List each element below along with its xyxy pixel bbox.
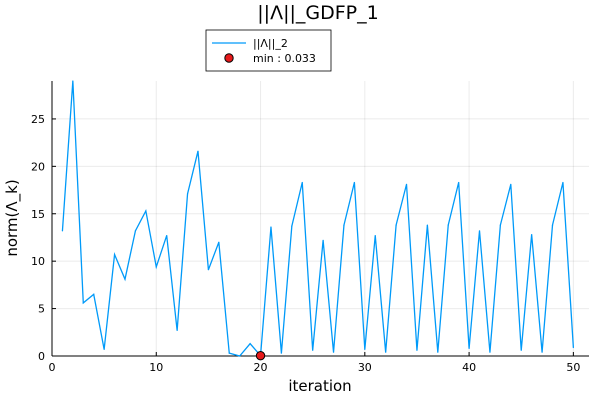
x-tick-label: 40 bbox=[462, 361, 476, 374]
x-tick-label: 20 bbox=[254, 361, 268, 374]
data-point bbox=[395, 224, 397, 226]
min-marker bbox=[255, 350, 266, 361]
y-tick-label: 20 bbox=[31, 160, 45, 173]
data-point bbox=[197, 150, 199, 152]
data-point bbox=[239, 355, 241, 357]
data-point bbox=[72, 80, 74, 82]
series-line-norm bbox=[61, 80, 575, 358]
data-point bbox=[405, 183, 408, 185]
data-point bbox=[270, 226, 272, 228]
data-point bbox=[541, 351, 543, 353]
data-point bbox=[551, 224, 554, 226]
data-point bbox=[312, 349, 314, 351]
data-point bbox=[155, 266, 157, 268]
legend-entry-series: ||Λ||_2 bbox=[253, 37, 288, 50]
y-tick-label: 15 bbox=[31, 208, 45, 221]
data-point bbox=[447, 224, 449, 226]
data-point bbox=[134, 230, 137, 232]
data-point bbox=[93, 293, 95, 295]
data-point bbox=[364, 348, 366, 350]
data-point bbox=[458, 181, 460, 184]
data-point bbox=[332, 351, 335, 353]
x-tick-label: 50 bbox=[566, 361, 580, 374]
y-tick-label: 25 bbox=[31, 113, 45, 126]
data-point bbox=[478, 230, 481, 232]
data-point bbox=[249, 343, 251, 345]
data-point bbox=[166, 234, 168, 237]
data-point bbox=[218, 241, 220, 243]
data-point bbox=[468, 347, 470, 350]
data-point bbox=[385, 351, 387, 353]
data-points bbox=[61, 80, 574, 357]
data-point bbox=[572, 346, 574, 349]
data-point bbox=[520, 349, 522, 351]
data-point bbox=[61, 230, 64, 232]
y-tick-label: 5 bbox=[38, 303, 45, 316]
data-point bbox=[291, 225, 293, 227]
y-axis-label: norm(Λ_k) bbox=[3, 179, 22, 256]
data-point bbox=[353, 181, 355, 184]
ticks: 0 10 20 30 40 50 0 5 10 15 20 25 bbox=[31, 113, 580, 374]
x-tick-label: 10 bbox=[149, 361, 163, 374]
x-axis-label: iteration bbox=[288, 377, 351, 395]
data-point bbox=[207, 269, 210, 271]
data-point bbox=[186, 193, 189, 195]
data-point bbox=[531, 234, 533, 236]
data-point bbox=[145, 210, 147, 212]
data-point bbox=[489, 351, 491, 353]
legend-entry-min: min : 0.033 bbox=[253, 52, 316, 65]
chart-title: ||Λ||_GDFP_1 bbox=[257, 2, 378, 24]
data-point bbox=[82, 302, 84, 304]
data-point bbox=[562, 181, 564, 184]
y-tick-label: 10 bbox=[31, 255, 45, 268]
data-point bbox=[124, 278, 126, 280]
legend-box bbox=[205, 29, 332, 72]
x-tick-label: 0 bbox=[49, 361, 56, 374]
data-point bbox=[228, 352, 230, 354]
data-point bbox=[416, 349, 418, 351]
data-point bbox=[374, 234, 376, 237]
data-point bbox=[343, 224, 345, 226]
legend: ||Λ||_2 min : 0.033 bbox=[205, 29, 332, 72]
data-point bbox=[103, 348, 105, 350]
legend-marker-swatch bbox=[224, 53, 234, 63]
y-tick-label: 0 bbox=[38, 350, 45, 363]
data-point bbox=[322, 239, 324, 241]
data-point bbox=[437, 351, 439, 353]
data-point bbox=[499, 224, 501, 226]
data-point bbox=[301, 181, 303, 184]
data-point bbox=[113, 253, 116, 256]
x-tick-label: 30 bbox=[358, 361, 372, 374]
data-point bbox=[426, 224, 428, 226]
data-point bbox=[176, 329, 178, 331]
data-point bbox=[280, 352, 282, 354]
data-point bbox=[510, 183, 512, 185]
